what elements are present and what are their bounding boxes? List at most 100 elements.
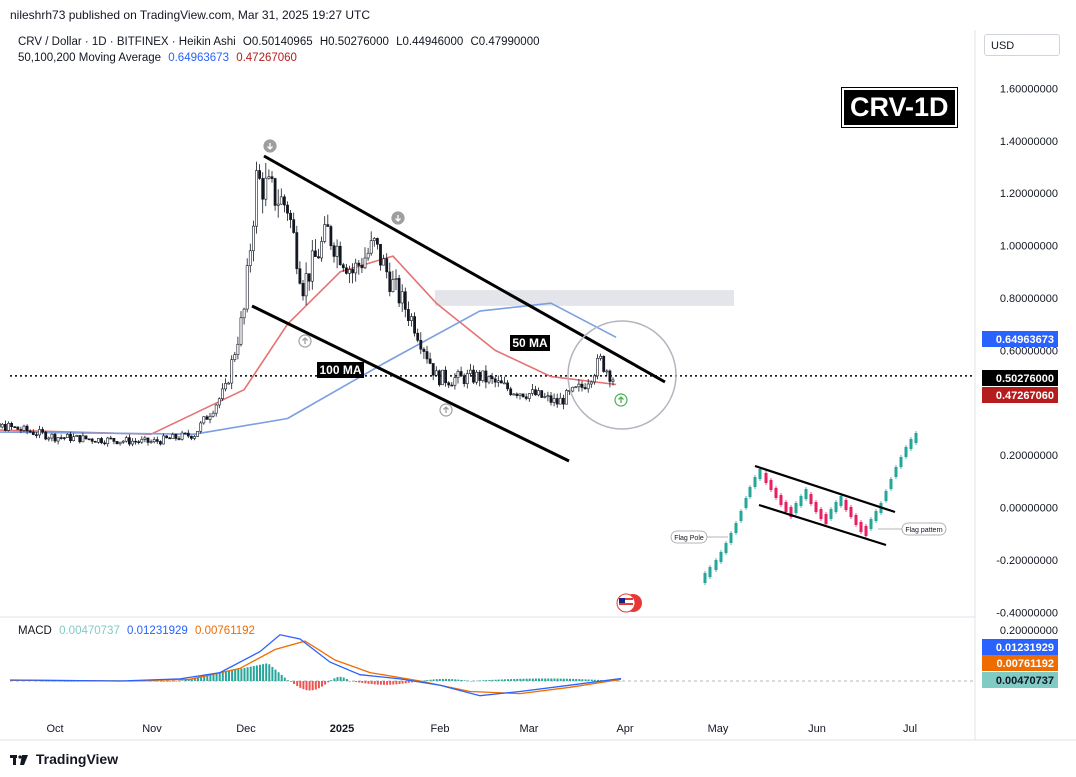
candle-body bbox=[589, 381, 593, 385]
breakout-circle bbox=[567, 320, 677, 430]
candle-body bbox=[202, 416, 206, 424]
macd-badge-bg bbox=[982, 672, 1058, 688]
candle-body bbox=[478, 371, 482, 381]
macd-histogram-bar bbox=[48, 681, 51, 682]
candle-body bbox=[431, 363, 435, 376]
candle-body bbox=[490, 376, 494, 380]
candle-body bbox=[332, 245, 336, 257]
price-badge-label: 0.50276000 bbox=[996, 373, 1054, 385]
candle-body bbox=[298, 268, 302, 284]
macd-histogram-bar bbox=[144, 681, 147, 682]
ma-header: 50,100,200 Moving Average 0.64963673 0.4… bbox=[18, 52, 301, 64]
macd-histogram-bar bbox=[181, 680, 184, 681]
flag-candle bbox=[819, 509, 823, 519]
marker-arrow bbox=[443, 406, 449, 413]
macd-histogram-bar bbox=[348, 680, 351, 682]
candle-body bbox=[34, 434, 38, 436]
macd-histogram-bar bbox=[308, 681, 311, 691]
candle-body bbox=[205, 416, 209, 420]
candle-body bbox=[372, 238, 376, 241]
macd-histogram-bar bbox=[218, 672, 221, 681]
flag-candle bbox=[874, 511, 878, 521]
macd-histogram-bar bbox=[410, 681, 413, 683]
candle-body bbox=[326, 224, 330, 227]
macd-histogram-bar bbox=[386, 681, 389, 685]
candle-body bbox=[230, 359, 234, 384]
macd-histogram-bar bbox=[423, 680, 426, 681]
time-tick-label: Nov bbox=[142, 723, 162, 735]
flag-candle bbox=[899, 457, 903, 467]
macd-histogram-bar bbox=[345, 678, 348, 681]
macd-histogram-bar bbox=[556, 678, 559, 681]
macd-histogram-bar bbox=[559, 678, 562, 681]
candle-body bbox=[279, 196, 283, 205]
macd-histogram-bar bbox=[249, 666, 252, 681]
flag-candle bbox=[889, 479, 893, 489]
macd-histogram-bar bbox=[516, 678, 519, 681]
macd-badge-label: 0.01231929 bbox=[996, 642, 1054, 654]
candle-body bbox=[72, 436, 76, 441]
macd-histogram-bar bbox=[522, 678, 525, 681]
price-tick-label: 1.00000000 bbox=[1000, 241, 1058, 253]
symbol-title: CRV / Dollar · 1D · BITFINEX · Heikin As… bbox=[18, 36, 236, 48]
flag-candle bbox=[799, 496, 803, 506]
candle-body bbox=[574, 386, 578, 389]
candle-body bbox=[87, 438, 91, 441]
candle-body bbox=[447, 382, 451, 386]
macd-histogram-bar bbox=[280, 674, 283, 681]
candle-body bbox=[112, 438, 116, 442]
flag-candle bbox=[809, 494, 813, 504]
up-arrow-icon bbox=[439, 403, 453, 417]
macd-histogram-bar bbox=[175, 681, 178, 682]
price-badge-label: 0.47267060 bbox=[996, 390, 1054, 402]
macd-histogram-bar bbox=[228, 671, 230, 681]
flag-candle bbox=[714, 560, 718, 570]
candle-body bbox=[487, 376, 491, 383]
macd-histogram-bar bbox=[500, 679, 503, 681]
price-tick-label: 0.00000000 bbox=[1000, 503, 1058, 515]
candle-body bbox=[199, 422, 203, 432]
crv-badge: CRV-1D bbox=[841, 87, 958, 128]
macd-histogram-bar bbox=[200, 676, 203, 681]
candle-body bbox=[543, 396, 547, 398]
macd-histogram-bar bbox=[476, 680, 478, 682]
macd-histogram-bar bbox=[376, 681, 379, 685]
candle-body bbox=[444, 369, 448, 384]
flag-candle bbox=[864, 526, 868, 536]
candle-body bbox=[391, 279, 395, 292]
candle-body bbox=[499, 380, 503, 384]
macd-histogram-bar bbox=[73, 681, 75, 682]
candle-body bbox=[534, 389, 537, 396]
symbol-header: CRV / Dollar · 1D · BITFINEX · Heikin As… bbox=[18, 36, 544, 48]
flag-candle bbox=[724, 543, 728, 553]
macd-histogram-bar bbox=[519, 678, 522, 681]
macd-histogram-bar bbox=[364, 681, 367, 684]
candle-body bbox=[571, 386, 575, 392]
candle-body bbox=[465, 373, 469, 384]
macd-histogram-bar bbox=[547, 678, 550, 681]
price-tick-label: 1.20000000 bbox=[1000, 188, 1058, 200]
candle-body bbox=[481, 370, 485, 381]
macd-histogram-bar bbox=[162, 681, 165, 682]
candle-body bbox=[236, 343, 240, 355]
macd-histogram-bar bbox=[596, 679, 599, 681]
price-tick-label: -0.40000000 bbox=[996, 607, 1058, 619]
candle-body bbox=[239, 317, 243, 345]
macd-histogram-bar bbox=[553, 678, 556, 681]
macd-label: MACD bbox=[18, 625, 52, 637]
candle-body bbox=[410, 316, 413, 321]
candle-body bbox=[78, 435, 82, 443]
macd-histogram-bar bbox=[234, 669, 237, 681]
macd-histogram-bar bbox=[305, 681, 308, 691]
candle-body bbox=[97, 438, 100, 443]
candle-body bbox=[515, 393, 519, 396]
macd-histogram-bar bbox=[448, 678, 451, 681]
macd-histogram-bar bbox=[587, 679, 590, 681]
macd-histogram-bar bbox=[383, 681, 385, 685]
candle-body bbox=[583, 387, 587, 390]
macd-histogram-bar bbox=[215, 673, 218, 681]
macd-histogram-bar bbox=[460, 679, 463, 681]
publisher-line: nileshrh73 published on TradingView.com,… bbox=[10, 8, 370, 22]
currency-button[interactable]: USD bbox=[984, 34, 1060, 56]
